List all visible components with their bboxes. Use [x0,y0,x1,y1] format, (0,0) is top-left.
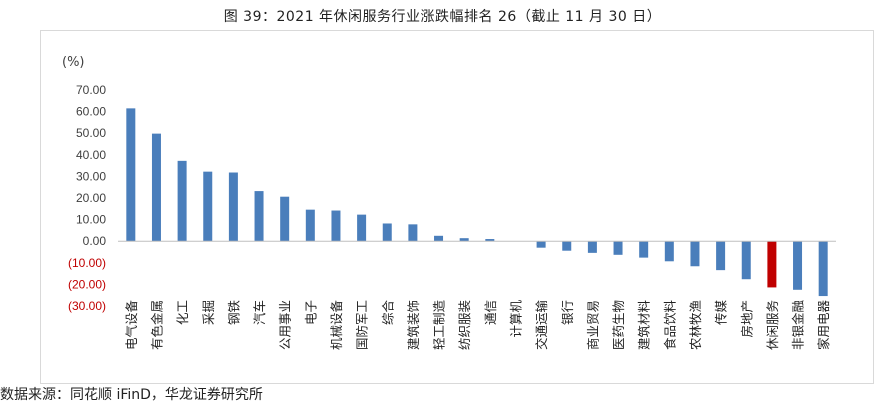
x-category-label: 食品饮料 [662,300,677,351]
bar [536,241,546,248]
y-axis-unit-label: (%) [62,55,85,70]
x-category-label: 化工 [175,300,190,325]
bar [767,241,777,288]
x-category-label: 综合 [380,300,395,326]
y-tick-label: 20.00 [76,191,106,205]
x-category-label: 农林牧渔 [688,300,703,350]
y-tick-label: 10.00 [76,213,106,227]
x-category-label: 休闲服务 [765,300,780,350]
y-tick-label: 0.00 [83,234,107,248]
x-category-label: 计算机 [508,300,523,338]
bar [331,210,341,242]
x-category-label: 医药生物 [611,300,626,350]
bar [203,171,213,242]
x-category-label: 轻工制造 [432,300,447,351]
y-tick-label: (10.00) [68,256,106,270]
bar [716,241,726,271]
x-category-label: 非银金融 [791,300,806,351]
bar [177,160,187,242]
chart-title: 图 39：2021 年休闲服务行业涨跌幅排名 26（截止 11 月 30 日） [223,9,662,25]
bar [485,239,495,242]
y-tick-label: 40.00 [76,148,106,162]
x-category-label: 公用事业 [278,300,293,350]
bar [690,241,700,267]
y-tick-label: 60.00 [76,105,106,119]
bar [793,241,803,290]
x-category-label: 电气设备 [124,300,139,351]
bar [613,241,623,255]
bar [357,214,367,242]
bar [639,241,649,258]
x-category-label: 汽车 [252,300,267,325]
bar [228,172,238,242]
x-category-label: 家用电器 [816,300,831,351]
y-tick-label: 70.00 [76,83,106,97]
y-tick-label: (20.00) [68,277,106,291]
x-category-label: 有色金属 [149,300,164,350]
x-category-label: 交通运输 [534,300,549,351]
bar [280,196,290,242]
bar [562,241,572,251]
y-tick-label: 30.00 [76,169,106,183]
bar [587,241,597,253]
y-tick-label: (30.00) [68,299,106,313]
bar [664,241,674,262]
bar [408,224,418,242]
x-category-label: 机械设备 [329,300,344,351]
x-category-label: 电子 [303,300,318,325]
bar [254,191,264,242]
bar [382,223,392,242]
bar [741,241,751,280]
x-category-label: 采掘 [201,300,216,325]
x-category-label: 传媒 [714,300,729,326]
y-tick-label: 50.00 [76,126,106,140]
bar [459,238,469,242]
x-category-label: 建筑装饰 [406,300,421,350]
chart-frame [40,30,874,384]
x-category-label: 建筑材料 [637,300,652,351]
bar [305,209,315,242]
x-category-label: 纺织服装 [457,300,472,350]
x-category-label: 国防军工 [355,300,370,350]
x-category-label: 银行 [560,300,575,325]
x-category-label: 通信 [483,300,498,325]
x-category-label: 钢铁 [226,300,241,326]
bar [434,235,444,242]
x-category-label: 商业贸易 [585,300,600,350]
bar [126,108,136,242]
x-category-label: 房地产 [739,300,754,338]
bar [818,241,828,297]
bar [151,133,161,242]
data-source-note: 数据来源：同花顺 iFinD，华龙证券研究所 [0,387,263,403]
